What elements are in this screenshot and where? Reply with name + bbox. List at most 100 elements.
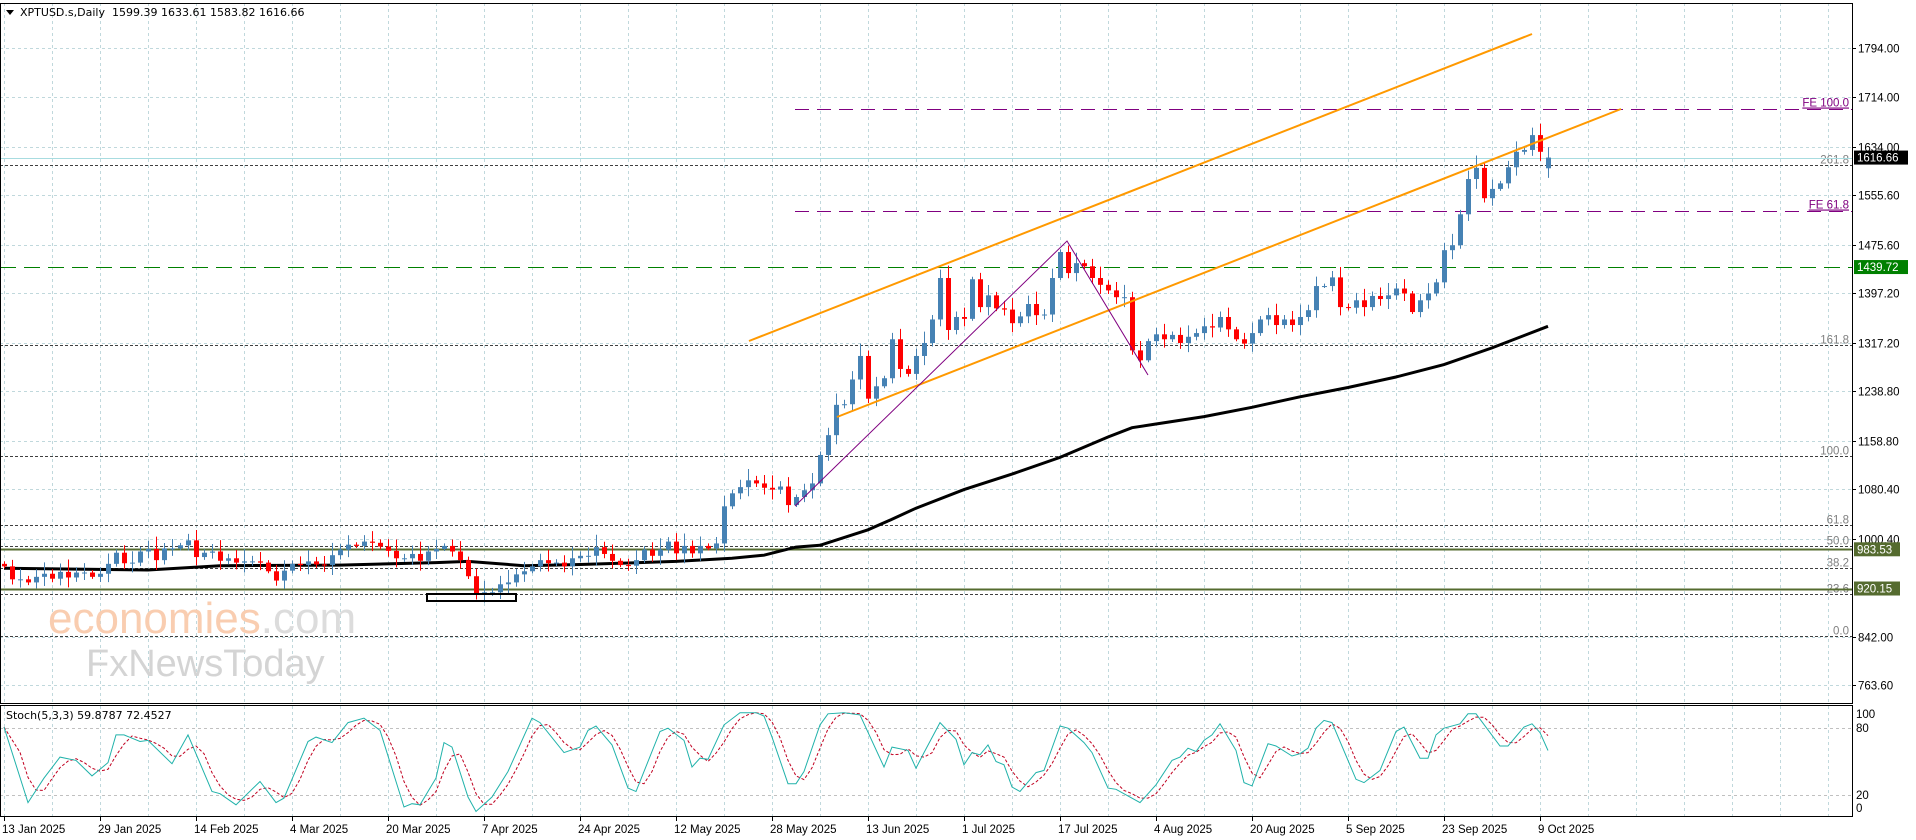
candle xyxy=(498,575,503,600)
candle xyxy=(1146,338,1151,363)
candle-body xyxy=(1354,300,1359,308)
drawings[interactable] xyxy=(426,33,1622,602)
candle xyxy=(362,535,367,552)
fibonacci-level-label: 0.0 xyxy=(1833,626,1849,638)
candle-body xyxy=(618,560,623,566)
candle-body xyxy=(178,545,183,549)
candle xyxy=(1514,141,1519,176)
candle xyxy=(1194,328,1199,341)
candle xyxy=(962,307,967,327)
candle xyxy=(274,564,279,586)
candle xyxy=(1018,311,1023,327)
price-axis-label: 1238.80 xyxy=(1858,387,1900,399)
candle xyxy=(138,547,143,567)
candle-body xyxy=(258,561,263,563)
candle xyxy=(434,539,439,560)
time-axis-label: 13 Jun 2025 xyxy=(866,824,929,836)
candle xyxy=(18,568,23,588)
fibonacci-level-label: 161.8 xyxy=(1820,335,1849,347)
candle xyxy=(602,541,607,559)
candle xyxy=(810,473,815,499)
candle-body xyxy=(474,576,479,594)
candle-body xyxy=(906,368,911,374)
price-tag-label: 1616.66 xyxy=(1857,153,1899,165)
candle-body xyxy=(90,572,95,577)
candle xyxy=(866,350,871,404)
candle xyxy=(1354,292,1359,314)
candle-body xyxy=(154,549,159,561)
candle xyxy=(50,569,55,583)
fibonacci-level-label: 61.8 xyxy=(1827,515,1849,527)
price-axis-label: 1397.20 xyxy=(1858,289,1900,301)
triangle-down-icon[interactable] xyxy=(6,10,14,15)
candle xyxy=(1506,160,1511,189)
candle-body xyxy=(1178,334,1183,343)
candle-body xyxy=(1082,263,1087,267)
channel-lower-trendline[interactable] xyxy=(836,108,1622,418)
candle-body xyxy=(338,549,343,556)
time-axis-label: 24 Apr 2025 xyxy=(578,824,640,836)
candle xyxy=(922,331,927,366)
candle-body xyxy=(538,560,543,567)
candle xyxy=(1098,266,1103,294)
candle xyxy=(482,580,487,603)
candle-body xyxy=(1362,300,1367,308)
candle xyxy=(778,481,783,494)
candle-body xyxy=(634,560,639,566)
candle-body xyxy=(986,295,991,308)
candle xyxy=(1114,281,1119,304)
candle xyxy=(1226,307,1231,337)
candle-body xyxy=(1106,284,1111,291)
time-axis[interactable]: 13 Jan 2025 29 Jan 2025 14 Feb 2025 4 Mar 2… xyxy=(2,817,1594,836)
price-axis[interactable]: 1794.001714.001634.001555.601475.601397.… xyxy=(1852,44,1908,816)
candle-body xyxy=(1058,252,1063,279)
candle-body xyxy=(1098,278,1103,285)
candle xyxy=(986,284,991,316)
candle-body xyxy=(578,555,583,559)
candle xyxy=(570,546,575,576)
fibonacci-level-label: 261.8 xyxy=(1820,155,1849,167)
candle-body xyxy=(698,545,703,554)
candle xyxy=(554,559,559,567)
candle-body xyxy=(962,316,967,319)
candle-body xyxy=(1258,319,1263,334)
candle-body xyxy=(586,555,591,557)
candle-body xyxy=(418,553,423,561)
candle xyxy=(1474,155,1479,189)
candle-body xyxy=(1298,316,1303,326)
candle xyxy=(26,575,31,586)
zigzag-line[interactable] xyxy=(794,240,1149,507)
candle xyxy=(2,561,7,569)
candle xyxy=(938,269,943,327)
moving-average-line xyxy=(3,324,1549,572)
candle-body xyxy=(362,541,367,546)
candle xyxy=(90,570,95,579)
candle-body xyxy=(74,572,79,578)
candle-body xyxy=(626,565,631,567)
candle xyxy=(378,539,383,550)
candle-body xyxy=(1042,314,1047,316)
candle xyxy=(410,545,415,566)
candle xyxy=(114,549,119,567)
candle-body xyxy=(554,562,559,564)
candle-body xyxy=(314,561,319,565)
candle xyxy=(1378,287,1383,306)
highlight-rectangle[interactable] xyxy=(426,593,517,602)
candle xyxy=(978,272,983,313)
candle xyxy=(546,549,551,572)
candle-body xyxy=(946,278,951,330)
candle-body xyxy=(202,552,207,558)
candle-body xyxy=(1450,245,1455,251)
candle-body xyxy=(602,547,607,554)
candle xyxy=(290,560,295,574)
channel-upper-trendline[interactable] xyxy=(748,33,1533,342)
candle xyxy=(1362,288,1367,317)
candle-body xyxy=(954,316,959,330)
candle xyxy=(1170,331,1175,343)
candle xyxy=(882,375,887,389)
candle xyxy=(1218,311,1223,332)
candle-body xyxy=(410,553,415,559)
candle xyxy=(1546,147,1551,178)
candle-body xyxy=(930,319,935,343)
